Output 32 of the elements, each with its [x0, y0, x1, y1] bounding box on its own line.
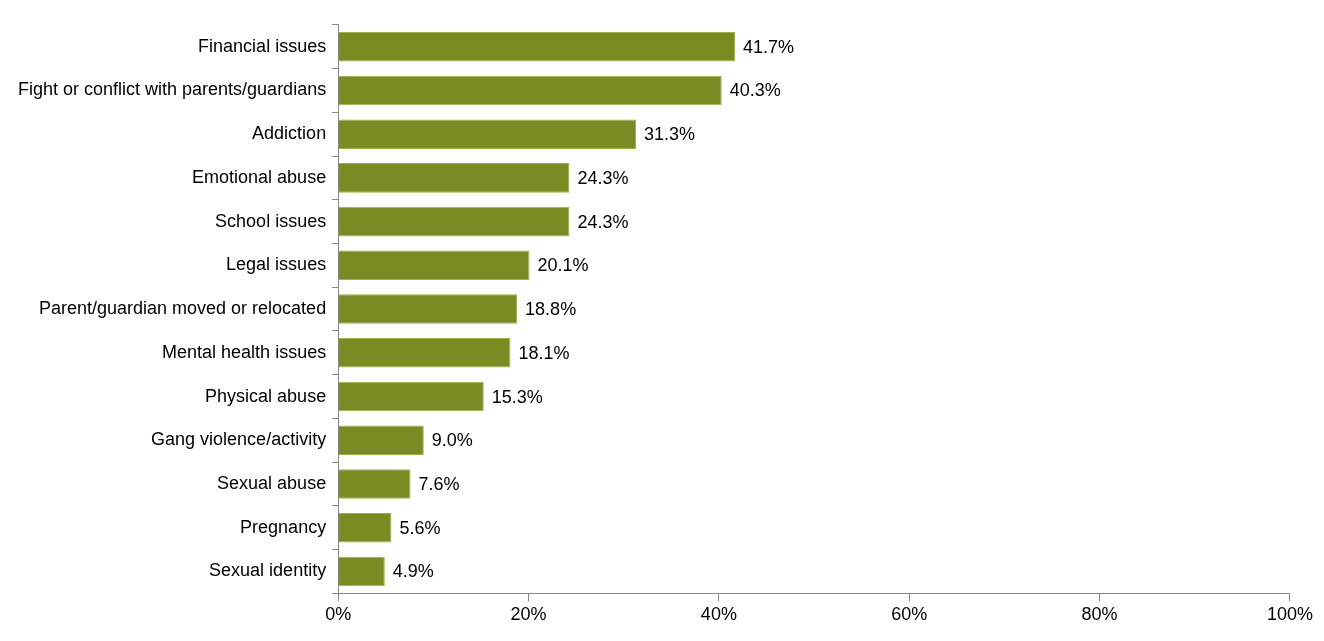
y-tick-label: Physical abuse: [205, 385, 327, 406]
data-label: 9.0%: [431, 430, 473, 451]
y-tick-label: School issues: [215, 210, 327, 231]
y-tick-label: Fight or conflict with parents/guardians: [18, 79, 327, 100]
x-tick-label: 20%: [510, 604, 547, 625]
x-tick-label: 60%: [891, 604, 928, 625]
y-tick-label: Financial issues: [198, 35, 327, 56]
x-tick-label: 100%: [1266, 604, 1313, 625]
data-label: 24.3%: [577, 167, 629, 188]
data-label: 41.7%: [743, 36, 795, 57]
x-tick-label: 80%: [1081, 604, 1118, 625]
y-tick-label: Gang violence/activity: [151, 429, 327, 450]
data-label: 31.3%: [644, 124, 696, 145]
y-tick-label: Addiction: [252, 123, 327, 144]
x-tick-label: 0%: [325, 604, 352, 625]
data-label: 20.1%: [537, 255, 589, 276]
y-tick-label: Sexual identity: [209, 560, 327, 581]
x-tick-label: 40%: [700, 604, 737, 625]
y-tick-label: Legal issues: [226, 254, 327, 275]
data-label: 18.1%: [518, 342, 570, 363]
data-label: 24.3%: [577, 211, 629, 232]
y-tick-label: Mental health issues: [162, 341, 327, 362]
data-label: 7.6%: [418, 474, 460, 495]
data-label: 18.8%: [525, 299, 577, 320]
data-label: 15.3%: [491, 386, 543, 407]
y-tick-label: Parent/guardian moved or relocated: [38, 298, 327, 319]
y-tick-label: Emotional abuse: [192, 166, 327, 187]
y-tick-label: Sexual abuse: [217, 473, 327, 494]
y-tick-label: Pregnancy: [240, 516, 327, 537]
data-label: 5.6%: [399, 517, 441, 538]
data-label: 4.9%: [392, 561, 434, 582]
data-label: 40.3%: [729, 80, 781, 101]
